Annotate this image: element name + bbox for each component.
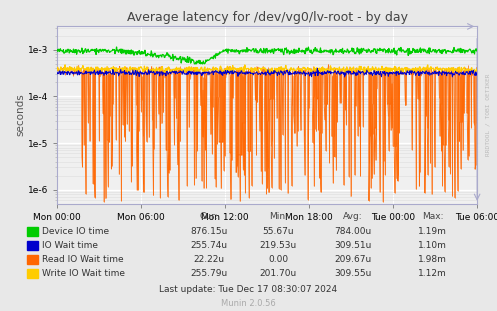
Text: 876.15u: 876.15u bbox=[190, 227, 228, 236]
Y-axis label: seconds: seconds bbox=[15, 94, 25, 137]
Text: Write IO Wait time: Write IO Wait time bbox=[42, 269, 125, 278]
Text: 201.70u: 201.70u bbox=[260, 269, 297, 278]
Text: 219.53u: 219.53u bbox=[260, 241, 297, 250]
Text: Last update: Tue Dec 17 08:30:07 2024: Last update: Tue Dec 17 08:30:07 2024 bbox=[160, 285, 337, 294]
Text: Min:: Min: bbox=[269, 212, 288, 221]
Text: 784.00u: 784.00u bbox=[334, 227, 371, 236]
Text: Read IO Wait time: Read IO Wait time bbox=[42, 255, 124, 264]
Title: Average latency for /dev/vg0/lv-root - by day: Average latency for /dev/vg0/lv-root - b… bbox=[127, 11, 408, 24]
Text: Device IO time: Device IO time bbox=[42, 227, 109, 236]
Text: Avg:: Avg: bbox=[343, 212, 363, 221]
Text: Max:: Max: bbox=[421, 212, 443, 221]
Text: 255.79u: 255.79u bbox=[190, 269, 227, 278]
Text: 1.98m: 1.98m bbox=[418, 255, 447, 264]
Text: 309.51u: 309.51u bbox=[334, 241, 372, 250]
Text: IO Wait time: IO Wait time bbox=[42, 241, 98, 250]
Text: 255.74u: 255.74u bbox=[190, 241, 227, 250]
Text: 0.00: 0.00 bbox=[268, 255, 288, 264]
Text: Cur:: Cur: bbox=[199, 212, 218, 221]
Text: 55.67u: 55.67u bbox=[262, 227, 294, 236]
Text: 209.67u: 209.67u bbox=[334, 255, 371, 264]
Text: Munin 2.0.56: Munin 2.0.56 bbox=[221, 299, 276, 308]
Text: 22.22u: 22.22u bbox=[193, 255, 224, 264]
Text: 1.12m: 1.12m bbox=[418, 269, 447, 278]
Text: 1.19m: 1.19m bbox=[418, 227, 447, 236]
Text: 309.55u: 309.55u bbox=[334, 269, 372, 278]
Text: RRDTOOL / TOBI OETIKER: RRDTOOL / TOBI OETIKER bbox=[486, 74, 491, 156]
Text: 1.10m: 1.10m bbox=[418, 241, 447, 250]
